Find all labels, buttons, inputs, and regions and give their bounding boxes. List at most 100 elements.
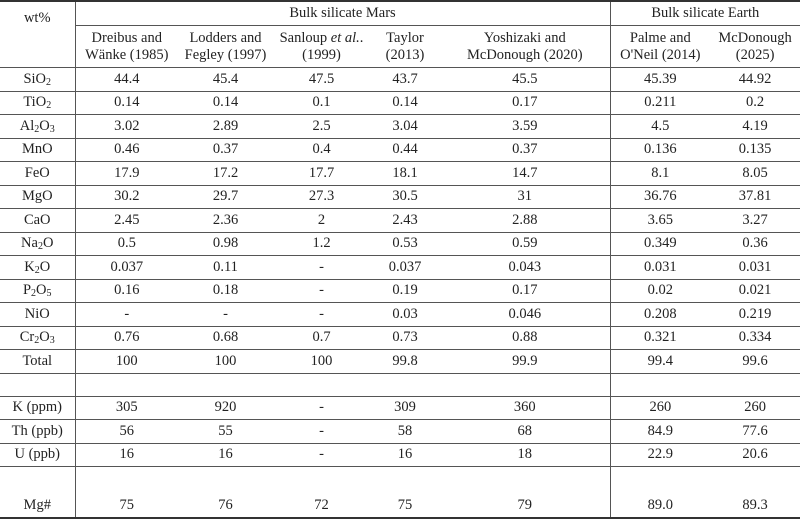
table-cell: 4.19	[710, 114, 800, 139]
table-cell: 0.208	[610, 302, 711, 327]
column-header-part: (1999)	[302, 46, 341, 63]
table-cell: -	[273, 255, 370, 280]
table-cell: 22.9	[610, 443, 711, 467]
table-cell: 0.136	[610, 138, 711, 162]
table-cell: 2.45	[75, 208, 178, 233]
table-row: CaO 2.45 2.36 2 2.43 2.88 3.65 3.27	[0, 208, 800, 233]
table-cell: 0.17	[440, 279, 611, 303]
row-label: MnO	[0, 138, 76, 162]
column-header: Palme and O'Neil (2014)	[610, 25, 711, 68]
row-label-subscript: 3	[49, 335, 55, 347]
table-row: K (ppm) 305 920-309 360 260 260	[0, 396, 800, 420]
empty-cell	[440, 373, 611, 397]
row-label-subscript: 2	[34, 123, 40, 135]
table-cell: 0.46	[75, 138, 178, 162]
table-cell: -	[75, 302, 178, 327]
table-cell: 3.27	[710, 208, 800, 233]
table-cell: 44.4	[75, 67, 178, 92]
table-cell: 1.2	[273, 232, 370, 256]
table-cell: 30.2	[75, 185, 178, 209]
table-cell: 0.349	[610, 232, 711, 256]
column-header-part: Taylor	[386, 29, 424, 46]
table-row: Na2O 0.5 0.98 1.2 0.53 0.59 0.349 0.36	[0, 232, 800, 256]
row-label-part: U (ppb)	[14, 446, 60, 463]
row-label-part: O	[36, 282, 47, 299]
table-cell: 0.031	[610, 255, 711, 280]
table-cell: 0.4	[273, 138, 370, 162]
corner-header: wt%	[0, 1, 76, 68]
row-label: TiO2	[0, 91, 76, 115]
row-label-subscript: 2	[46, 100, 52, 112]
row-label-part: Total	[22, 352, 53, 369]
row-label: MgO	[0, 185, 76, 209]
row-label: K (ppm)	[0, 396, 76, 420]
table-cell: 0.03	[370, 302, 440, 327]
table-cell: 99.9	[440, 349, 611, 374]
table-cell: 56	[75, 419, 178, 444]
table-cell: 76	[178, 466, 273, 519]
table-cell: 0.14	[370, 91, 440, 115]
table-cell: 0.88	[440, 326, 611, 350]
column-header: Yoshizaki and McDonough (2020)	[440, 25, 611, 68]
row-label-part: P	[22, 282, 32, 299]
table-cell: 16	[178, 443, 273, 467]
table-cell: 77.6	[710, 419, 800, 444]
column-header-part: et al.	[330, 29, 360, 46]
table-cell: 3.04	[370, 114, 440, 139]
table-cell: 75	[370, 466, 440, 519]
table-cell: 30.5	[370, 185, 440, 209]
table-cell: 3.02	[75, 114, 178, 139]
table-cell: 0.68	[178, 326, 273, 350]
table-cell: 0.219	[710, 302, 800, 327]
row-label-subscript: 2	[46, 76, 52, 88]
table-cell: 0.14	[178, 91, 273, 115]
table-cell: 0.5	[75, 232, 178, 256]
row-label-subscript: 2	[34, 335, 40, 347]
table-cell: 37.81	[710, 185, 800, 209]
table-row: FeO 17.9 17.2 17.7 18.1 14.7 8.1 8.05	[0, 161, 800, 186]
table-cell: 3.59	[440, 114, 611, 139]
row-label: P2O5	[0, 279, 76, 303]
table-row: Cr2O3 0.76 0.68 0.7 0.73 0.88 0.321 0.334	[0, 326, 800, 350]
table-cell: 920	[178, 396, 273, 420]
table-row: Total 100 100 100 99.8 99.9 99.4 99.6	[0, 349, 800, 374]
table-cell: 0.16	[75, 279, 178, 303]
table-row: P2O5 0.16 0.18-0.19 0.17 0.02 0.021	[0, 279, 800, 303]
table-cell: 0.17	[440, 91, 611, 115]
row-label-part: Na	[21, 235, 38, 252]
table-cell: 0.7	[273, 326, 370, 350]
row-label-part: O	[39, 329, 50, 346]
table-row: MnO 0.46 0.37 0.4 0.44 0.37 0.136 0.135	[0, 138, 800, 162]
column-header-part: .	[359, 29, 364, 46]
table-cell: 45.5	[440, 67, 611, 92]
table-cell: 100	[75, 349, 178, 374]
table-cell: 0.031	[710, 255, 800, 280]
table-cell: 18.1	[370, 161, 440, 186]
table-row: NiO - - -0.03 0.046 0.208 0.219	[0, 302, 800, 327]
table-cell: 2.88	[440, 208, 611, 233]
table-cell: 99.4	[610, 349, 711, 374]
table-cell: 0.14	[75, 91, 178, 115]
row-label: Total	[0, 349, 76, 374]
empty-cell	[75, 373, 178, 397]
empty-cell	[710, 373, 800, 397]
row-label-subscript: 2	[31, 288, 37, 300]
table-cell: 260	[710, 396, 800, 420]
table-cell: 17.2	[178, 161, 273, 186]
row-label-part: CaO	[23, 211, 51, 228]
table-cell: 0.11	[178, 255, 273, 280]
table-cell: 305	[75, 396, 178, 420]
row-label-part: FeO	[24, 164, 50, 181]
table-row: Al2O3 3.02 2.89 2.5 3.04 3.59 4.5 4.19	[0, 114, 800, 139]
row-label: Al2O3	[0, 114, 76, 139]
table-cell: 36.76	[610, 185, 711, 209]
empty-cell	[610, 373, 711, 397]
row-label-part: MgO	[21, 188, 53, 205]
table-row: K2O 0.037 0.11-0.037 0.043 0.031 0.031	[0, 255, 800, 280]
table-cell: 58	[370, 419, 440, 444]
table-cell: 20.6	[710, 443, 800, 467]
column-header-part: McDonough	[718, 29, 792, 46]
table-cell: 0.02	[610, 279, 711, 303]
row-label-part: O	[42, 235, 54, 252]
table-cell: 0.135	[710, 138, 800, 162]
